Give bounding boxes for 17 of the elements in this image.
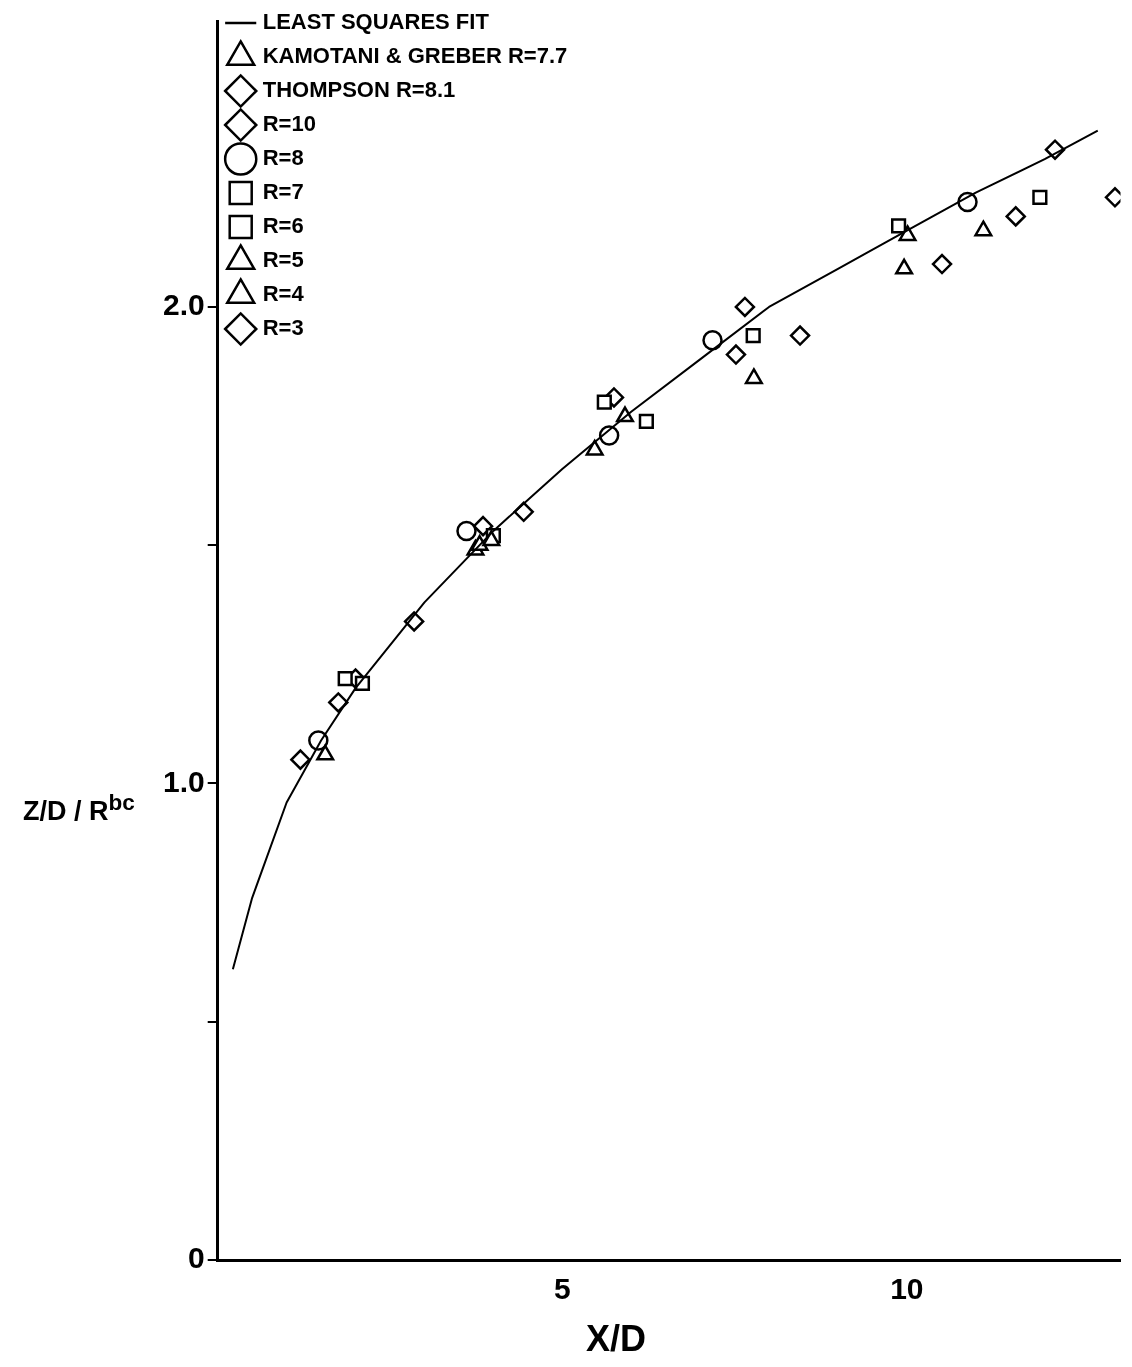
- legend-label: THOMPSON R=8.1: [262, 77, 456, 103]
- legend-label: R=5: [262, 247, 304, 273]
- x-axis-title: X/D: [585, 1318, 647, 1360]
- y-tick-label: 1.0: [162, 764, 205, 798]
- x-tick-label: 5: [553, 1272, 571, 1306]
- legend-label: R=8: [262, 145, 304, 171]
- y-tick-label: 2.0: [162, 288, 205, 322]
- legend-label: KAMOTANI & GREBER R=7.7: [262, 43, 568, 69]
- y-axis-title: Z/D / R$^{bc}$: [22, 790, 136, 827]
- y-tick-label: 0: [188, 1241, 205, 1275]
- legend-label: R=10: [262, 111, 316, 137]
- legend-label: LEAST SQUARES FIT: [262, 9, 490, 35]
- legend-label: R=4: [262, 281, 305, 307]
- legend-label: R=6: [262, 213, 304, 239]
- x-tick-label: 10: [890, 1272, 924, 1306]
- legend-label: R=3: [262, 315, 304, 341]
- legend-label: R=7: [262, 179, 304, 205]
